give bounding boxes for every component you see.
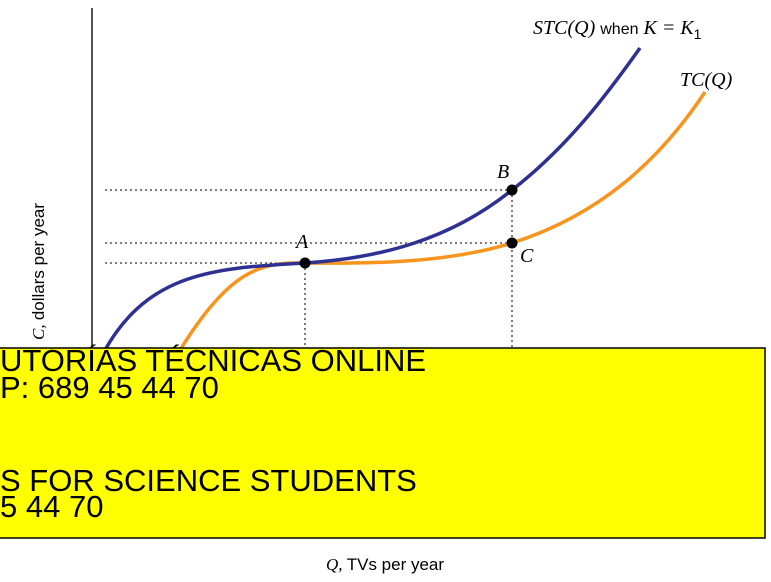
banner-line: 5 44 70	[0, 489, 103, 524]
label-part: STC(Q)	[533, 17, 596, 39]
label-part: TVs per year	[347, 555, 445, 574]
stc-curve	[103, 46, 642, 351]
y-axis-label: C, dollars per year	[29, 203, 48, 340]
banner-line: P: 689 45 44 70	[0, 370, 219, 405]
banner-line: S FOR SCIENCE STUDENTS	[0, 463, 417, 498]
label-part: Q,	[326, 555, 343, 574]
point-a	[299, 257, 311, 269]
banner-text: UTORÍAS TÉCNICAS ONLINE P: 689 45 44 70 …	[0, 343, 426, 524]
point-b	[506, 184, 518, 196]
point-label: C	[520, 245, 534, 267]
tc-curve	[178, 91, 707, 351]
guides	[105, 189, 513, 350]
label-part: K = K	[642, 17, 695, 39]
label-part: when	[599, 21, 638, 38]
point-c	[506, 237, 518, 249]
label-part: 1	[694, 26, 702, 42]
banner-line: UTORÍAS TÉCNICAS ONLINE	[0, 343, 426, 378]
point-label: A	[294, 231, 309, 253]
label-part: C,	[29, 324, 48, 340]
stc-label: STC(Q) when K = K1	[533, 17, 702, 42]
x-axis-label: Q, TVs per year	[326, 555, 444, 574]
point-label: B	[497, 161, 509, 183]
banner	[0, 347, 766, 539]
tc-label: TC(Q)	[680, 69, 733, 91]
label-part: dollars per year	[29, 203, 48, 321]
